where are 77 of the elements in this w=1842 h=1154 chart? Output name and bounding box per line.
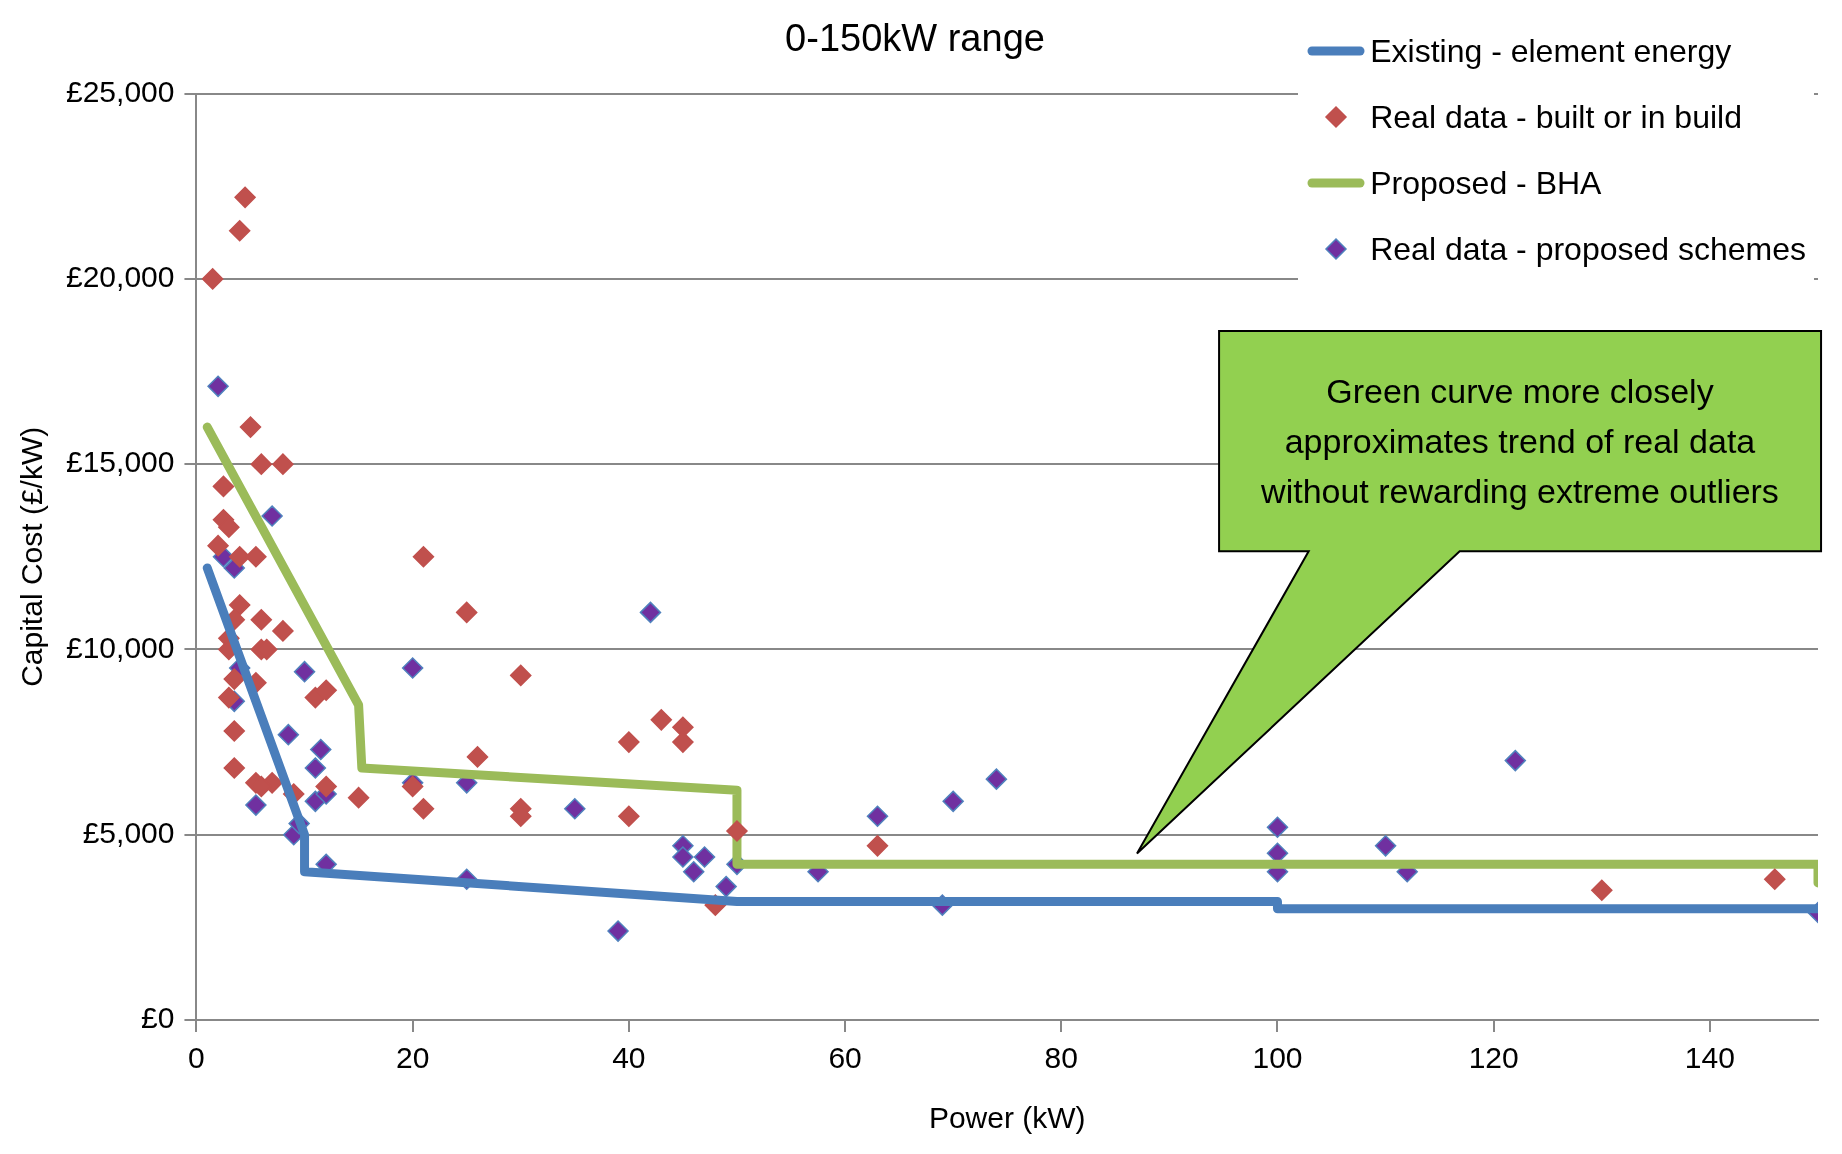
x-tick-label: 140	[1684, 1041, 1735, 1075]
point	[607, 920, 629, 942]
point	[315, 679, 337, 701]
point	[1266, 816, 1289, 839]
point	[228, 219, 251, 242]
point	[866, 835, 889, 857]
x-tick-label: 0	[188, 1041, 205, 1075]
point	[293, 660, 316, 683]
point	[250, 609, 273, 631]
point	[228, 594, 251, 616]
annotation: Green curve more closely approximates trend of real data without rewarding extreme outliers	[1260, 371, 1780, 512]
point	[650, 709, 673, 731]
point	[245, 546, 267, 568]
x-tick-label: 40	[612, 1041, 646, 1075]
point	[310, 738, 332, 761]
y-axis-title: Capital Cost (£/kW)	[15, 426, 49, 687]
point	[245, 794, 267, 816]
point	[304, 757, 327, 779]
point	[726, 820, 748, 842]
point	[672, 731, 694, 753]
point	[272, 453, 294, 475]
point	[207, 375, 229, 398]
point	[207, 534, 229, 557]
point	[564, 798, 586, 820]
point	[1374, 835, 1397, 857]
point	[693, 846, 716, 868]
x-tick-label: 100	[1252, 1041, 1303, 1075]
legend-label: Proposed - BHA	[1370, 164, 1602, 202]
point	[618, 731, 640, 753]
legend-label: Existing - element energy	[1370, 32, 1732, 70]
point	[261, 505, 283, 527]
point	[223, 720, 246, 742]
y-tick-label: £25,000	[65, 74, 175, 108]
point	[1764, 868, 1786, 890]
point	[239, 416, 262, 438]
point	[347, 786, 370, 809]
point	[315, 775, 337, 798]
point	[212, 475, 235, 498]
point	[218, 686, 240, 709]
legend-label: Real data - proposed schemes	[1370, 230, 1806, 268]
point	[942, 790, 964, 813]
x-tick-label: 60	[828, 1041, 862, 1075]
point	[1504, 749, 1527, 772]
legend-label: Real data - built or in build	[1370, 98, 1742, 136]
point	[639, 601, 662, 624]
point	[234, 186, 256, 209]
x-tick-label: 20	[395, 1041, 430, 1075]
point	[672, 846, 694, 868]
point	[510, 664, 532, 687]
point	[715, 875, 737, 898]
y-tick-label: £0	[141, 1001, 175, 1035]
x-tick-label: 120	[1468, 1041, 1519, 1075]
y-tick-label: £10,000	[65, 630, 175, 664]
point	[228, 546, 251, 568]
point	[250, 453, 273, 475]
y-tick-label: £15,000	[65, 445, 175, 479]
point	[466, 746, 489, 768]
point	[412, 798, 435, 820]
x-tick-label: 80	[1044, 1041, 1078, 1075]
point	[277, 723, 300, 746]
point	[223, 668, 246, 690]
chart-title: 0-150kW range	[785, 17, 1045, 60]
point	[201, 268, 224, 290]
point	[272, 620, 294, 642]
y-tick-label: £20,000	[65, 260, 175, 294]
point	[401, 657, 424, 679]
point	[304, 790, 327, 813]
point	[985, 768, 1008, 790]
point	[866, 805, 889, 827]
point	[412, 546, 435, 568]
point	[682, 861, 705, 883]
point	[618, 805, 640, 827]
point	[1591, 879, 1613, 902]
point	[455, 601, 478, 624]
y-tick-label: £5,000	[82, 815, 175, 849]
point	[223, 757, 246, 779]
x-axis-title: Power (kW)	[928, 1101, 1086, 1135]
